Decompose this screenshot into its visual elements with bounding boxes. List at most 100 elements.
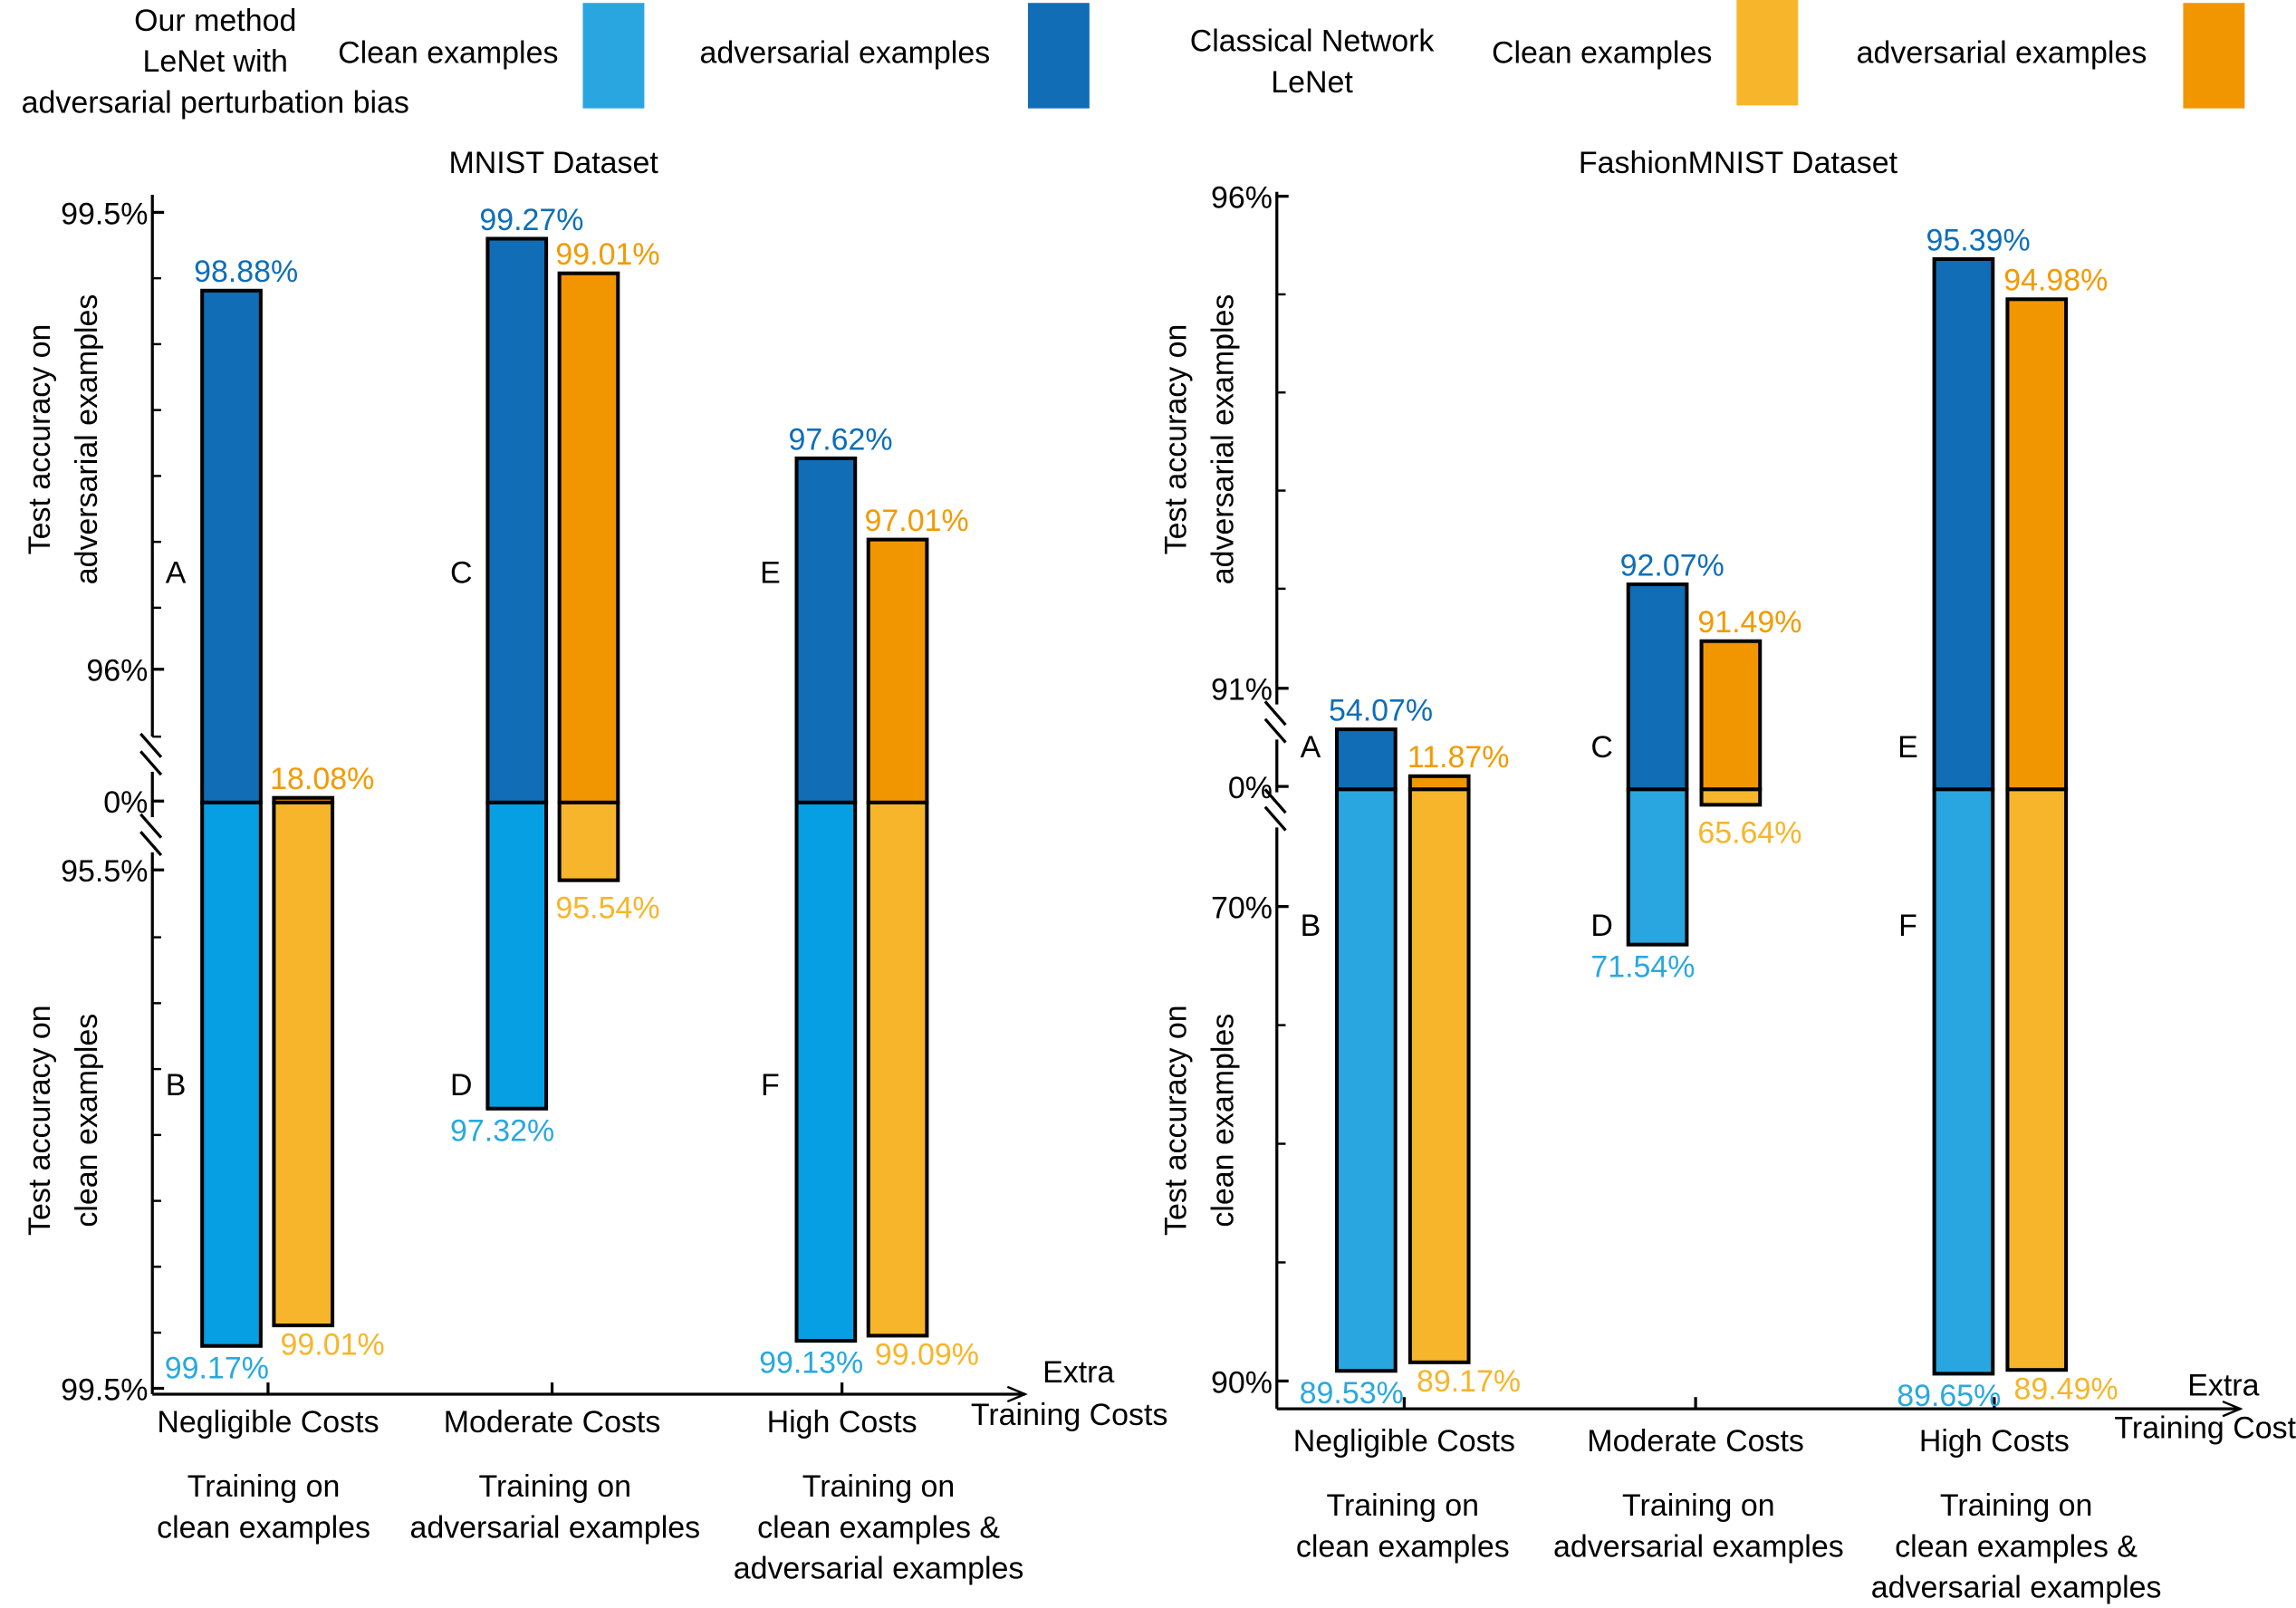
bar-group-high-costs: High Costs Training on clean examples & adv…	[1871, 223, 2162, 1604]
legend-classical-clean-label: Clean examples	[1492, 36, 1712, 71]
value-label: 94.98%	[2003, 264, 2108, 298]
axis-title-line: adversarial examples	[1206, 294, 1240, 585]
bar-letter-label: C	[450, 555, 473, 590]
axis-break-mark	[139, 732, 163, 758]
category-sublabel: adversarial examples	[409, 1510, 700, 1545]
value-label: 95.39%	[1926, 223, 2031, 257]
legend-ours-title-3: adversarial perturbation bias	[22, 85, 409, 120]
bar-ours-adversarial	[1932, 256, 1995, 792]
y-tick-label: 99.5%	[61, 197, 148, 231]
category-sublabel: clean examples	[1296, 1529, 1510, 1564]
axis-break-mark	[1263, 700, 1287, 727]
axis-title-line: Test accuracy on	[1159, 324, 1194, 555]
bar-ours-clean	[485, 800, 549, 1111]
axis-break-mark	[1263, 805, 1287, 832]
value-label: 89.53%	[1300, 1376, 1404, 1411]
y-tick-label: 0%	[103, 785, 148, 820]
y-tick-label: 96%	[1211, 181, 1273, 216]
bar-letter-label: E	[760, 555, 781, 590]
value-label: 89.17%	[1417, 1364, 1521, 1399]
axis-title-line: adversarial examples	[70, 294, 104, 585]
bar-group-moderate-costs: Moderate Costs Training on adversarial exa…	[409, 203, 700, 1545]
y-tick-label: 95.5%	[61, 854, 148, 889]
legend-ours-clean-swatch	[582, 3, 645, 109]
legend: Our method LeNet with adversarial pertur…	[22, 0, 2245, 120]
category-sublabel: Training on	[479, 1469, 632, 1504]
legend-classical-title-1: Classical Network	[1190, 24, 1436, 59]
value-label: 65.64%	[1697, 815, 1801, 850]
value-label: 99.01%	[555, 237, 659, 272]
axis-break-mark	[139, 813, 163, 839]
legend-classical-clean-swatch	[1736, 0, 1799, 106]
axis-title-line: Test accuracy on	[23, 1005, 57, 1236]
bar-letter-label: E	[1897, 730, 1918, 765]
bar-group-high-costs: High Costs Training on clean examples & adv…	[734, 422, 1024, 1585]
value-label: 18.08%	[270, 762, 374, 796]
category-label: Negligible Costs	[1293, 1424, 1515, 1459]
category-sublabel: Training on	[1327, 1488, 1480, 1523]
value-label: 99.09%	[875, 1338, 979, 1372]
axis-break-mark	[1263, 717, 1287, 744]
bar-letter-label: D	[1590, 909, 1613, 943]
bar-letter-label: F	[1898, 909, 1917, 943]
bar-classical-clean	[557, 800, 620, 882]
axis-title-line: clean examples	[70, 1014, 104, 1228]
value-label: 98.88%	[194, 255, 298, 289]
bar-classical-clean	[1699, 787, 1763, 807]
category-sublabel: clean examples &	[1895, 1529, 2137, 1564]
ylabel-top: Test accuracy on adversarial examples	[23, 294, 104, 585]
bar-ours-clean	[1335, 787, 1398, 1373]
bar-group-moderate-costs: Moderate Costs Training on adversarial exa…	[1553, 548, 1844, 1564]
bar-classical-clean	[866, 800, 929, 1338]
category-sublabel: adversarial examples	[1871, 1571, 2162, 1605]
bar-ours-adversarial	[1335, 727, 1398, 792]
bar-letter-label: D	[450, 1068, 473, 1102]
value-label: 54.07%	[1329, 693, 1433, 727]
y-tick-label: 91%	[1211, 673, 1273, 708]
category-sublabel: clean examples &	[757, 1510, 1000, 1545]
category-sublabel: Training on	[187, 1469, 341, 1504]
legend-ours-adv-label: adversarial examples	[700, 36, 991, 71]
bar-ours-adversarial	[485, 236, 549, 804]
category-label: Moderate Costs	[1587, 1424, 1804, 1459]
value-label: 97.62%	[788, 422, 892, 457]
bar-ours-adversarial	[794, 456, 858, 804]
y-tick-label: 0%	[1228, 771, 1273, 805]
x-axis-arrow-icon	[2222, 1400, 2243, 1418]
ylabel-top: Test accuracy on adversarial examples	[1159, 294, 1241, 585]
value-label: 92.07%	[1620, 548, 1724, 583]
bar-classical-adversarial	[866, 537, 929, 804]
bar-group-negligible-costs: Negligible Costs Training on clean example…	[1293, 693, 1521, 1564]
bar-classical-clean	[272, 800, 335, 1328]
axis-break-mark	[1263, 788, 1287, 814]
legend-ours-clean-label: Clean examples	[338, 36, 558, 71]
value-label: 89.49%	[2014, 1372, 2118, 1407]
axis-title-line: clean examples	[1206, 1014, 1240, 1228]
legend-classical-title-2: LeNet	[1271, 65, 1353, 100]
bar-classical-clean	[2005, 787, 2069, 1372]
category-sublabel: Training on	[1940, 1488, 2093, 1523]
bar-letter-label: A	[1301, 730, 1321, 765]
bar-ours-adversarial	[200, 288, 263, 804]
bar-ours-clean	[1626, 787, 1689, 947]
y-tick-label: 70%	[1211, 891, 1273, 926]
legend-ours-title-1: Our method	[134, 4, 296, 38]
category-sublabel: adversarial examples	[1553, 1529, 1844, 1564]
axis-break-mark	[139, 831, 163, 857]
legend-ours-title-2: LeNet with	[143, 44, 288, 79]
y-tick-label: 96%	[86, 654, 148, 688]
value-label: 99.17%	[165, 1351, 269, 1385]
category-sublabel: adversarial examples	[734, 1552, 1024, 1586]
chart-title: MNIST Dataset	[448, 146, 658, 180]
category-sublabel: Training on	[1622, 1488, 1775, 1523]
bar-classical-adversarial	[2005, 297, 2069, 792]
bar-ours-clean	[1932, 787, 1995, 1376]
bar-letter-label: B	[166, 1068, 187, 1102]
value-label: 71.54%	[1590, 949, 1695, 984]
bar-letter-label: C	[1590, 730, 1613, 765]
fashionmnist-panel: FashionMNIST Dataset 96% 91% 0% 70% 90% Test a…	[1159, 146, 2296, 1605]
value-label: 99.27%	[479, 203, 583, 237]
bar-ours-clean	[794, 800, 858, 1343]
bar-letter-label: A	[166, 555, 187, 590]
